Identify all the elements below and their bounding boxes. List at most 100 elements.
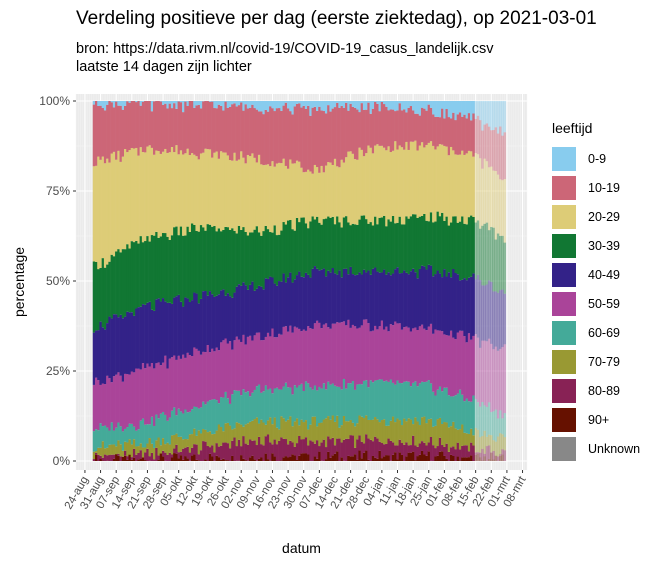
bar-segment: [146, 424, 149, 444]
bar-segment: [454, 339, 457, 396]
bar-segment: [371, 153, 375, 226]
bar-segment: [291, 229, 294, 283]
bar-segment: [420, 441, 424, 451]
bar-segment: [150, 101, 154, 112]
bar-segment: [202, 351, 205, 402]
bar-segment: [449, 330, 453, 397]
bar-segment: [447, 101, 451, 118]
bar-segment: [184, 297, 187, 358]
bar-segment: [345, 388, 348, 422]
bar-segment: [92, 261, 96, 333]
bar-segment: [179, 301, 183, 359]
bar-segment: [416, 217, 420, 279]
bar-segment: [177, 408, 181, 437]
bar-segment: [490, 343, 493, 413]
bar-segment: [436, 389, 440, 420]
bar-segment: [132, 439, 136, 449]
bar-segment: [496, 436, 500, 457]
bar-segment: [434, 274, 437, 330]
bar-segment: [159, 101, 163, 102]
bar-segment: [237, 390, 241, 424]
bar-segment: [378, 441, 382, 451]
bar-segment: [380, 420, 384, 444]
bar-segment: [99, 105, 102, 160]
bar-segment: [458, 101, 462, 113]
bar-segment: [470, 339, 473, 402]
bar-segment: [137, 243, 140, 308]
bar-segment: [273, 283, 277, 338]
bar-segment: [289, 219, 292, 273]
bar-segment: [474, 153, 478, 223]
bar-segment: [467, 101, 471, 114]
bar-segment: [130, 457, 134, 460]
bar-segment: [307, 454, 310, 461]
bar-segment: [157, 459, 161, 461]
bar-segment: [427, 380, 431, 420]
bar-segment: [380, 443, 384, 459]
bar-segment: [394, 422, 397, 446]
bar-segment: [246, 391, 250, 424]
bar-segment: [429, 212, 433, 266]
bar-segment: [249, 156, 252, 233]
bar-segment: [110, 153, 114, 255]
bar-segment: [443, 455, 446, 461]
bar-segment: [246, 108, 250, 155]
bar-segment: [412, 451, 415, 461]
bar-segment: [112, 107, 116, 152]
bar-segment: [150, 416, 154, 444]
legend-item: 30-39: [552, 231, 640, 260]
bar-segment: [224, 101, 228, 102]
bar-segment: [264, 436, 268, 454]
bar-segment: [463, 336, 466, 402]
bar-segment: [465, 433, 469, 446]
bar-segment: [429, 265, 433, 324]
bar-segment: [481, 168, 484, 226]
bar-segment: [153, 101, 156, 155]
bar-segment: [164, 414, 167, 445]
bar-segment: [146, 302, 149, 364]
bar-segment: [190, 356, 194, 410]
bar-segment: [340, 425, 344, 443]
bar-segment: [362, 418, 366, 444]
bar-segment: [197, 408, 201, 431]
bar-segment: [231, 297, 234, 350]
bar-segment: [380, 272, 384, 321]
bar-segment: [481, 101, 484, 131]
bar-segment: [304, 171, 308, 224]
bar-segment: [282, 101, 286, 106]
bar-segment: [347, 383, 350, 422]
bar-segment: [492, 349, 495, 412]
bar-segment: [110, 102, 114, 154]
bar-segment: [378, 145, 382, 218]
bar-segment: [208, 352, 212, 401]
bar-segment: [249, 101, 252, 108]
bar-segment: [382, 444, 386, 457]
bar-segment: [398, 103, 402, 146]
bar-segment: [403, 381, 406, 419]
bar-segment: [233, 292, 236, 341]
bar-segment: [275, 235, 279, 286]
bar-segment: [298, 103, 301, 162]
bar-segment: [242, 282, 245, 335]
bar-segment: [501, 135, 504, 181]
bar-segment: [141, 304, 145, 364]
bar-segment: [159, 445, 163, 454]
bar-segment: [253, 108, 257, 158]
bar-segment: [228, 341, 232, 404]
bar-segment: [115, 454, 118, 461]
bar-segment: [228, 403, 232, 426]
bar-segment: [269, 276, 272, 337]
bar-segment: [182, 354, 185, 414]
bar-segment: [447, 272, 451, 336]
bar-segment: [275, 337, 279, 388]
bar-segment: [155, 231, 158, 300]
bar-segment: [139, 105, 143, 148]
bar-segment: [224, 391, 228, 424]
bar-segment: [112, 444, 116, 455]
bar-segment: [199, 433, 203, 451]
bar-segment: [266, 278, 270, 333]
bar-segment: [242, 436, 245, 459]
bar-segment: [387, 425, 390, 439]
bar-segment: [204, 352, 207, 405]
bar-segment: [282, 386, 286, 419]
